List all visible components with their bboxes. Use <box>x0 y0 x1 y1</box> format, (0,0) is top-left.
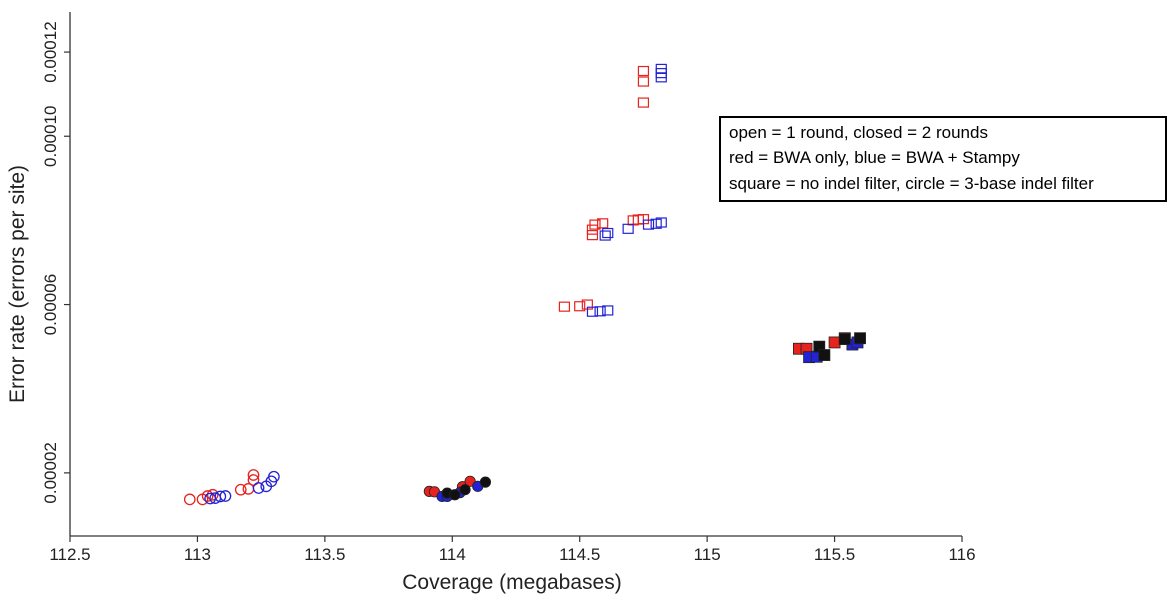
legend-line-1: open = 1 round, closed = 2 rounds <box>729 123 988 142</box>
black-closed-circle-point <box>479 476 492 488</box>
y-tick-label: 0.00006 <box>41 274 60 335</box>
y-tick-label: 0.00012 <box>41 21 60 82</box>
red-open-circle-point <box>247 469 260 481</box>
x-ticks: 112.5 113 113.5 114 114.5 115 115.5 116 <box>49 536 976 564</box>
red-open-square-point <box>597 218 609 229</box>
legend-line-2: red = BWA only, blue = BWA + Stampy <box>729 148 1020 167</box>
y-tick-label: 0.00010 <box>41 106 60 167</box>
blue-open-circle-point <box>268 470 280 483</box>
black-closed-square-point <box>818 349 831 361</box>
legend: open = 1 round, closed = 2 rounds red = … <box>719 116 1167 202</box>
x-tick-label: 113 <box>184 545 211 564</box>
blue-open-square-point <box>655 217 667 228</box>
blue-open-square-point <box>594 306 606 317</box>
black-closed-square-point <box>854 332 866 345</box>
blue-open-square-point <box>602 227 614 239</box>
red-open-square-point <box>558 301 571 312</box>
black-closed-circle-point <box>459 484 471 496</box>
red-open-square-point <box>637 97 650 108</box>
red-open-square-point <box>574 301 586 312</box>
legend-line-3: square = no indel filter, circle = 3-bas… <box>729 174 1094 193</box>
x-tick-label: 116 <box>948 545 975 564</box>
black-closed-square-point <box>838 333 851 345</box>
blue-open-square-point <box>642 219 655 230</box>
blue-open-circle-point <box>252 482 265 494</box>
blue-open-square-point <box>599 230 611 241</box>
red-open-square-point <box>586 230 599 241</box>
black-closed-circle-point <box>449 489 461 501</box>
x-axis-label: Coverage (megabases) <box>402 571 621 594</box>
blue-open-circle-point <box>214 490 227 503</box>
red-open-circle-point <box>183 493 196 506</box>
y-axis-label: Error rate (errors per site) <box>6 165 29 403</box>
red-open-square-point <box>637 65 650 77</box>
legend-box <box>719 116 1167 202</box>
x-tick-label: 113.5 <box>304 545 345 564</box>
x-tick-label: 114.5 <box>559 545 600 564</box>
red-closed-square-point <box>828 336 841 349</box>
axes <box>69 12 962 537</box>
red-open-square-point <box>637 76 650 87</box>
red-open-square-point <box>589 219 601 230</box>
x-tick-label: 112.5 <box>49 545 90 564</box>
red-open-circle-point <box>201 490 214 502</box>
y-tick-label: 0.00002 <box>41 442 60 503</box>
x-tick-label: 114 <box>439 545 466 564</box>
blue-open-square-point <box>655 63 667 75</box>
blue-open-circle-point <box>219 490 232 502</box>
x-tick-label: 115.5 <box>814 545 855 564</box>
blue-open-square-point <box>602 305 614 316</box>
blue-open-square-point <box>586 306 599 317</box>
red-closed-circle-point <box>464 475 476 487</box>
blue-open-square-point <box>622 223 634 234</box>
red-open-circle-point <box>234 483 247 496</box>
y-ticks: 0.00002 0.00006 0.00010 0.00012 <box>41 21 70 504</box>
data-points <box>183 63 866 506</box>
x-tick-label: 115 <box>694 545 721 564</box>
